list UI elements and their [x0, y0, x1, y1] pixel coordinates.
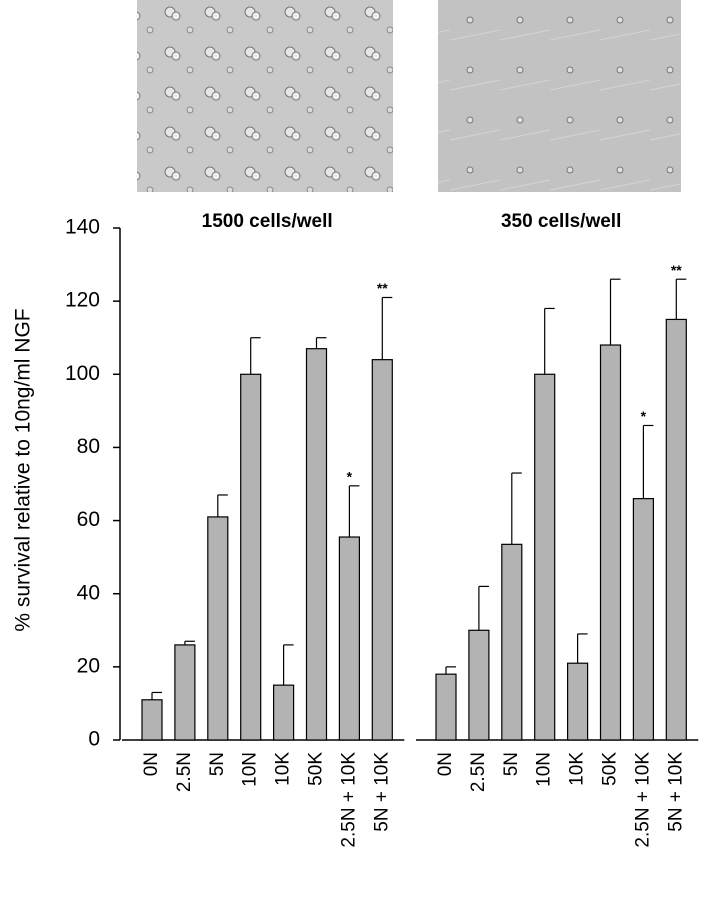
significance: ** — [377, 280, 388, 296]
bar — [338, 536, 360, 741]
y-tick-label: 60 — [77, 508, 100, 531]
x-tick-label: 2.5N + 10K — [338, 752, 359, 848]
y-tick-label: 120 — [65, 289, 100, 312]
bar — [273, 684, 295, 741]
y-axis-label: % survival relative to 10ng/ml NGF — [12, 308, 35, 631]
group-title: 1500 cells/well — [202, 211, 333, 232]
bar — [632, 498, 655, 741]
x-tick-label: 50K — [306, 752, 327, 786]
micrograph — [137, 0, 393, 192]
bar — [599, 344, 622, 741]
bar — [240, 373, 262, 741]
bar — [305, 348, 328, 741]
significance: ** — [671, 262, 682, 278]
micrograph — [438, 0, 681, 192]
y-tick-label: 140 — [65, 216, 100, 239]
significance: * — [641, 408, 647, 424]
x-tick-label: 5N + 10K — [665, 752, 686, 832]
x-tick-label: 2.5N — [174, 752, 195, 792]
x-tick-label: 0N — [435, 752, 456, 776]
x-tick-label: 5N + 10K — [371, 752, 392, 832]
x-tick-label: 10K — [567, 752, 588, 786]
bar — [501, 543, 523, 741]
bar — [468, 629, 490, 741]
bar — [665, 318, 687, 741]
y-tick-label: 100 — [65, 362, 100, 385]
x-tick-label: 5N — [207, 752, 228, 776]
x-tick-label: 2.5N — [468, 752, 489, 792]
x-tick-label: 5N — [501, 752, 522, 776]
x-tick-label: 10K — [273, 752, 294, 786]
y-tick-label: 0 — [88, 728, 100, 751]
bar — [141, 699, 163, 741]
bar — [566, 662, 589, 741]
x-tick-label: 10N — [534, 752, 555, 787]
y-tick-label: 20 — [77, 654, 100, 677]
x-tick-label: 0N — [141, 752, 162, 776]
bar — [207, 516, 229, 741]
y-tick-label: 80 — [77, 435, 100, 458]
x-tick-label: 2.5N + 10K — [632, 752, 653, 848]
y-tick-label: 40 — [77, 581, 100, 604]
bar — [534, 373, 556, 741]
significance: * — [347, 469, 353, 485]
x-tick-label: 50K — [600, 752, 621, 786]
bar — [435, 673, 457, 741]
bar — [174, 644, 196, 741]
x-tick-label: 10N — [240, 752, 261, 787]
bar — [371, 359, 393, 741]
group-title: 350 cells/well — [501, 211, 621, 232]
